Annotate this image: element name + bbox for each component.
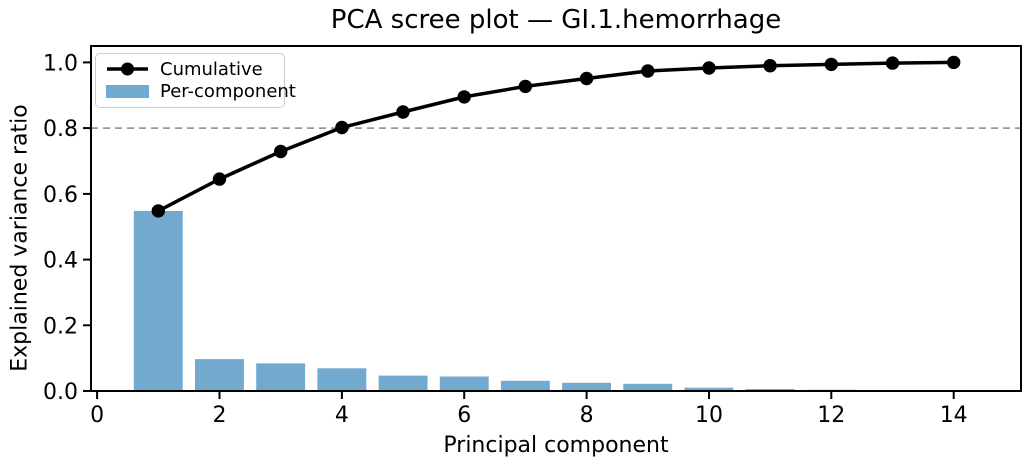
bar-pc-6 [439, 376, 489, 391]
marker-pc-6 [457, 90, 471, 104]
y-tick-label: 0.6 [43, 183, 78, 208]
marker-pc-5 [396, 105, 410, 119]
bar-pc-9 [623, 383, 673, 391]
plot-border [90, 45, 1022, 392]
legend-entry-per-component: Per-component [106, 81, 296, 103]
marker-pc-7 [518, 79, 533, 94]
marker-pc-9 [641, 64, 655, 78]
chart-title: PCA scree plot — GI.1.hemorrhage [330, 5, 782, 35]
bar-pc-10 [684, 387, 734, 391]
x-tick-label: 14 [940, 403, 968, 428]
marker-pc-4 [335, 120, 349, 135]
bar-pc-4 [317, 368, 367, 391]
bar-pc-8 [562, 382, 611, 391]
bar-pc-7 [500, 380, 550, 391]
bar-pc-5 [378, 375, 428, 391]
x-axis-label: Principal component [443, 433, 669, 458]
marker-pc-3 [274, 144, 288, 159]
marker-pc-2 [212, 172, 227, 186]
cumulative-line [157, 60, 954, 213]
x-tick-label: 10 [695, 403, 723, 428]
x-tick-label: 0 [90, 403, 104, 428]
y-tick-label: 0.0 [43, 380, 78, 405]
y-tick-label: 0.4 [43, 249, 78, 274]
marker-pc-12 [824, 57, 838, 72]
marker-pc-11 [763, 58, 777, 73]
x-tick-label: 4 [335, 403, 349, 428]
x-tick-label: 8 [580, 403, 594, 428]
marker-pc-10 [702, 61, 716, 75]
legend-label-cumulative: Cumulative [160, 58, 263, 80]
legend-entry-cumulative: Cumulative [106, 58, 276, 80]
bar-pc-1 [133, 210, 183, 391]
cumulative-line-marker-icon [107, 62, 148, 76]
legend: Cumulative Per-component [95, 53, 296, 108]
bar-pc-2 [195, 359, 244, 391]
x-tick-label: 12 [817, 403, 845, 428]
x-tick-label: 2 [213, 403, 227, 428]
x-tick-label: 6 [457, 403, 471, 428]
y-tick-label: 1.0 [43, 51, 78, 76]
marker-pc-8 [579, 71, 594, 86]
marker-pc-1 [151, 204, 165, 218]
legend-label-per-component: Per-component [160, 81, 296, 103]
y-axis-label: Explained variance ratio [7, 104, 33, 372]
per-component-swatch-icon [106, 85, 149, 99]
marker-pc-13 [885, 56, 900, 70]
y-tick-label: 0.2 [43, 314, 78, 339]
y-tick-label: 0.8 [43, 117, 78, 142]
bar-pc-3 [256, 363, 306, 391]
marker-pc-14 [947, 55, 961, 70]
